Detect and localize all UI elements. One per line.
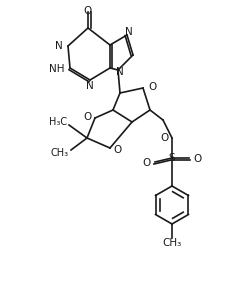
Text: O: O [113,145,121,155]
Text: NH: NH [49,64,65,74]
Text: O: O [84,6,92,16]
Text: O: O [147,82,156,92]
Text: O: O [142,158,150,168]
Text: S: S [168,153,175,163]
Text: O: O [192,154,200,164]
Text: N: N [86,81,93,91]
Text: N: N [125,27,132,37]
Text: O: O [83,112,92,122]
Text: CH₃: CH₃ [51,148,69,158]
Text: N: N [116,67,123,77]
Text: CH₃: CH₃ [162,238,181,248]
Text: O: O [160,133,168,143]
Text: H₃C: H₃C [49,117,67,127]
Text: N: N [55,41,63,51]
